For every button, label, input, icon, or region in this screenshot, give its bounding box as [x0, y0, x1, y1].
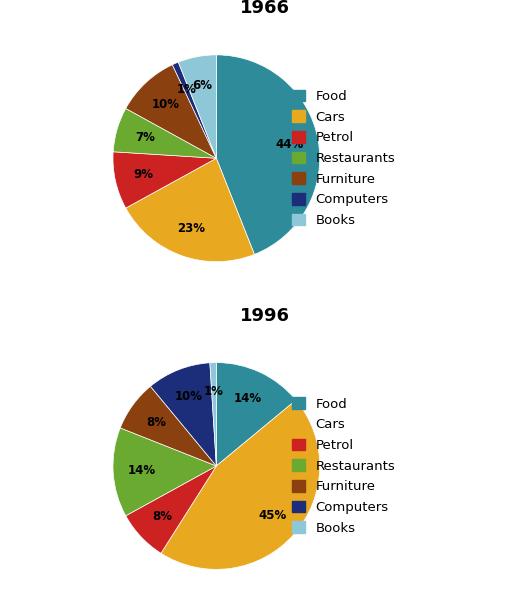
Text: 8%: 8%	[152, 510, 172, 523]
Wedge shape	[113, 152, 216, 208]
Wedge shape	[113, 108, 216, 159]
Title: 1996: 1996	[240, 307, 290, 325]
Text: 10%: 10%	[175, 390, 203, 403]
Wedge shape	[126, 466, 216, 553]
Wedge shape	[216, 362, 296, 466]
Title: 1966: 1966	[240, 0, 290, 17]
Text: 8%: 8%	[146, 416, 166, 429]
Wedge shape	[120, 386, 216, 466]
Text: 14%: 14%	[128, 464, 156, 477]
Text: 6%: 6%	[192, 79, 213, 92]
Text: 1%: 1%	[177, 83, 197, 97]
Wedge shape	[216, 55, 320, 255]
Wedge shape	[178, 55, 216, 159]
Text: 23%: 23%	[177, 222, 205, 235]
Text: 9%: 9%	[134, 168, 154, 181]
Wedge shape	[113, 428, 216, 516]
Legend: Food, Cars, Petrol, Restaurants, Furniture, Computers, Books: Food, Cars, Petrol, Restaurants, Furnitu…	[288, 86, 400, 231]
Wedge shape	[210, 362, 216, 466]
Wedge shape	[161, 400, 320, 569]
Wedge shape	[126, 159, 254, 262]
Text: 14%: 14%	[234, 392, 262, 405]
Wedge shape	[151, 363, 216, 466]
Wedge shape	[126, 65, 216, 159]
Wedge shape	[172, 62, 216, 159]
Text: 10%: 10%	[152, 97, 179, 111]
Text: 1%: 1%	[204, 385, 224, 398]
Text: 7%: 7%	[135, 131, 155, 144]
Text: 45%: 45%	[258, 509, 286, 521]
Legend: Food, Cars, Petrol, Restaurants, Furniture, Computers, Books: Food, Cars, Petrol, Restaurants, Furnitu…	[288, 394, 400, 539]
Text: 44%: 44%	[276, 138, 304, 151]
